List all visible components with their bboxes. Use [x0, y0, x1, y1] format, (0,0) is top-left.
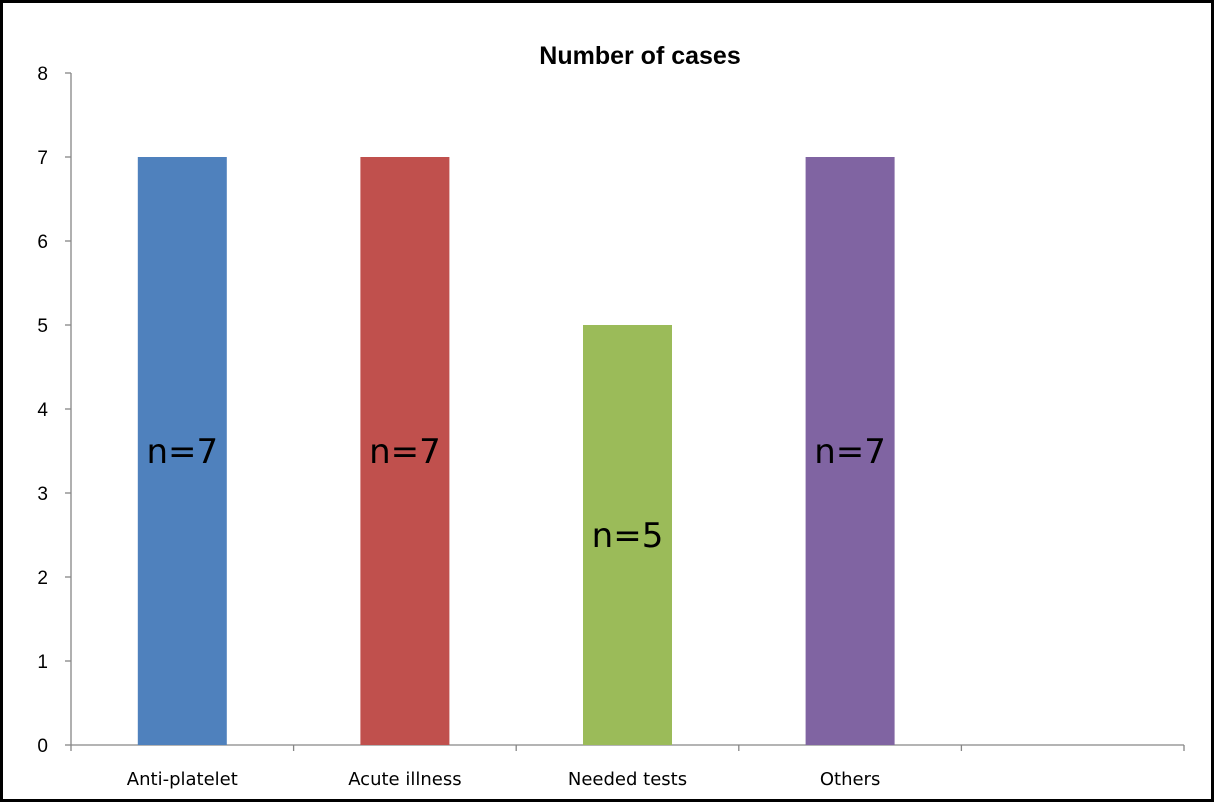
y-tick-label: 4	[37, 400, 48, 421]
plot-area: 0 1 2 3 4 5 6 7 8 n=7 Anti-platelet n=7 Acute illnes…	[37, 64, 1185, 790]
chart-title: Number of cases	[539, 42, 740, 70]
y-tick-label: 2	[37, 568, 48, 589]
y-tick-label: 6	[37, 232, 48, 253]
y-tick-label: 7	[37, 148, 48, 169]
y-tick-label: 0	[37, 736, 48, 757]
x-category-label: Needed tests	[568, 769, 687, 790]
x-category-label: Others	[820, 769, 881, 790]
y-tick-label: 5	[37, 316, 48, 337]
bar	[805, 157, 895, 745]
bar-data-label: n=5	[592, 516, 664, 556]
bar-data-label: n=7	[369, 432, 441, 472]
bar-data-label: n=7	[146, 432, 218, 472]
bar	[583, 325, 672, 745]
bar	[360, 157, 450, 745]
x-category-label: Acute illness	[348, 769, 461, 790]
bar-chart: Number of cases 0 1 2 3 4 5 6 7 8 n=7 Anti-platele…	[37, 42, 1185, 790]
bar-data-label: n=7	[814, 432, 886, 472]
bar	[137, 157, 227, 745]
y-tick-label: 8	[37, 64, 48, 85]
y-tick-label: 1	[37, 652, 48, 673]
x-category-label: Anti-platelet	[127, 769, 238, 790]
y-tick-label: 3	[37, 484, 48, 505]
